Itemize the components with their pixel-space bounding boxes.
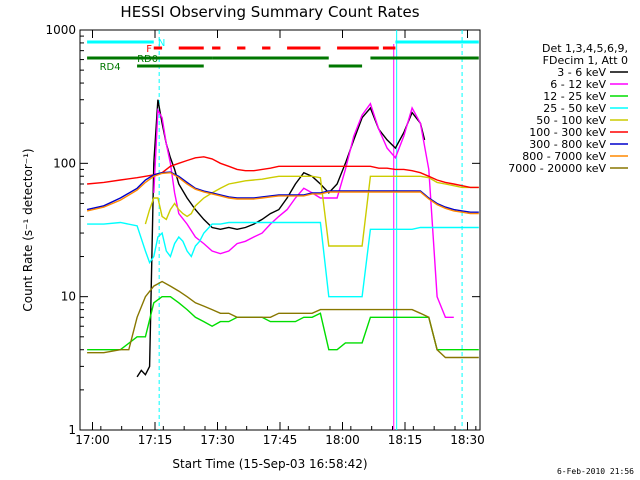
flag-label-f: F bbox=[146, 44, 152, 55]
x-tick-label: 17:45 bbox=[263, 433, 298, 447]
flag-label-rd0: RD0 bbox=[137, 54, 158, 65]
axis-ticks: 17:00 17:15 17:30 17:45 18:00 18:15 18:30 1 10 10… bbox=[45, 23, 484, 447]
legend-entry: 300 - 800 keV bbox=[529, 138, 606, 151]
legend-entry: 800 - 7000 keV bbox=[522, 150, 606, 163]
legend-header: FDecim 1, Att 0 bbox=[543, 54, 628, 67]
x-axis-label: Start Time (15-Sep-03 16:58:42) bbox=[172, 457, 367, 471]
plot-border bbox=[79, 29, 481, 431]
series-line bbox=[87, 221, 479, 298]
y-tick-label: 1 bbox=[68, 423, 76, 437]
series-line bbox=[87, 156, 479, 189]
series-line bbox=[86, 171, 479, 213]
series-line bbox=[87, 296, 479, 351]
legend-entry: 7000 - 20000 keV bbox=[508, 162, 606, 175]
legend-entry: 3 - 6 keV bbox=[557, 66, 606, 79]
series-line bbox=[87, 280, 479, 359]
x-tick-label: 17:30 bbox=[200, 433, 235, 447]
y-axis-label: Count Rate (s⁻¹ detector⁻¹) bbox=[21, 148, 35, 311]
series-lines bbox=[86, 99, 479, 378]
legend-entry: 6 - 12 keV bbox=[550, 78, 606, 91]
series-line bbox=[144, 175, 479, 247]
legend: Det 1,3,4,5,6,9,FDecim 1, Att 03 - 6 keV… bbox=[508, 42, 628, 175]
legend-entry: 50 - 100 keV bbox=[536, 114, 606, 127]
timestamp-footer: 6-Feb-2010 21:56 bbox=[556, 467, 634, 476]
series-line bbox=[153, 102, 454, 318]
legend-header: Det 1,3,4,5,6,9, bbox=[542, 42, 628, 55]
x-tick-label: 18:15 bbox=[388, 433, 423, 447]
legend-entry: 25 - 50 keV bbox=[543, 102, 606, 115]
x-tick-label: 17:00 bbox=[75, 433, 110, 447]
y-tick-label: 10 bbox=[61, 290, 76, 304]
series-line bbox=[86, 171, 479, 215]
plot-frame bbox=[79, 29, 481, 431]
y-tick-label: 100 bbox=[53, 156, 76, 170]
chart-title: HESSI Observing Summary Count Rates bbox=[120, 3, 419, 21]
x-tick-label: 18:00 bbox=[325, 433, 360, 447]
legend-entry: 100 - 300 keV bbox=[529, 126, 606, 139]
y-tick-label: 1000 bbox=[45, 23, 76, 37]
legend-entry: 12 - 25 keV bbox=[543, 90, 606, 103]
flag-label-rd4: RD4 bbox=[100, 62, 121, 73]
x-tick-label: 18:30 bbox=[450, 433, 485, 447]
flag-label-n: N bbox=[158, 38, 165, 49]
x-tick-label: 17:15 bbox=[138, 433, 173, 447]
